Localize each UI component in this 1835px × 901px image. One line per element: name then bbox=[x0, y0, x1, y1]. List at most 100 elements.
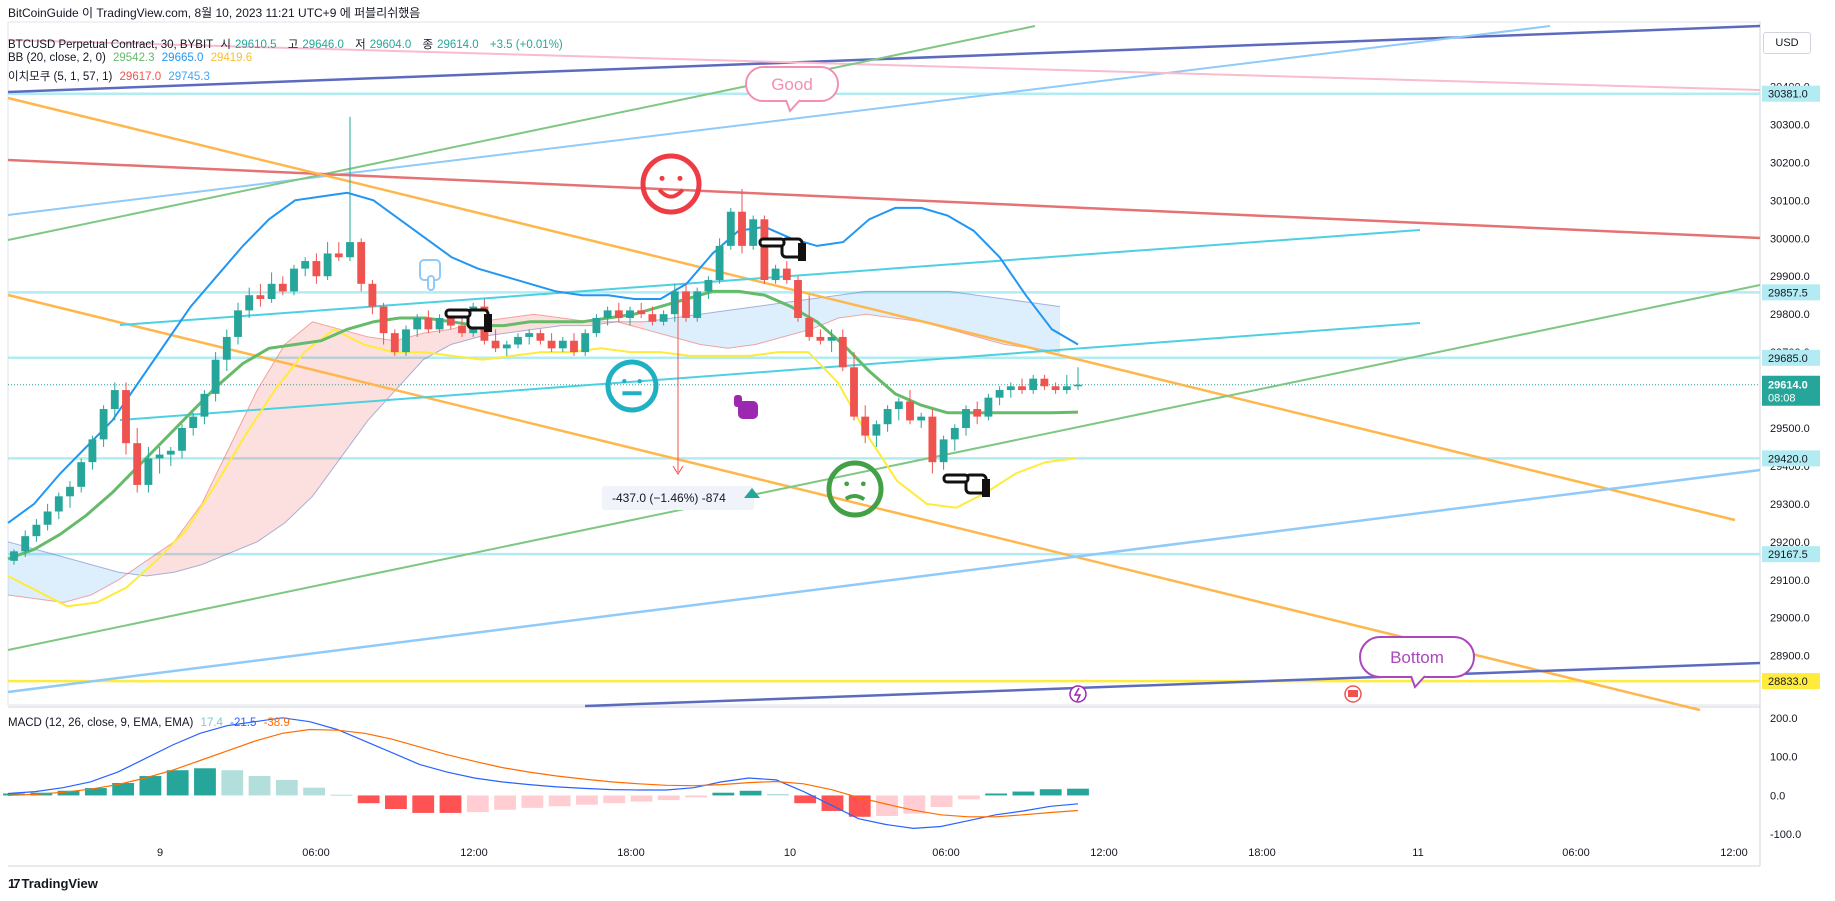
candle-body bbox=[693, 291, 702, 318]
cloud-segment bbox=[893, 291, 922, 322]
candle-body bbox=[816, 336, 825, 341]
candle-body bbox=[1040, 378, 1049, 387]
candle-body bbox=[413, 317, 422, 330]
candle-body bbox=[99, 409, 108, 440]
hand-finger bbox=[734, 395, 742, 407]
lightning-icon bbox=[1069, 685, 1087, 703]
ichimoku-lag-value: 29745.3 bbox=[168, 71, 210, 83]
bottom-bubble-label: Bottom bbox=[1390, 648, 1444, 667]
candle-body bbox=[32, 524, 41, 537]
candle-body bbox=[592, 317, 601, 334]
hand-finger bbox=[444, 308, 472, 319]
macd-histogram-bar bbox=[657, 795, 680, 801]
macd-histogram-bar bbox=[630, 795, 653, 802]
macd-histogram-bar bbox=[521, 795, 544, 808]
face-eye bbox=[860, 481, 866, 487]
face-eye bbox=[622, 379, 627, 384]
happy-face bbox=[640, 153, 702, 215]
cloud-segment bbox=[340, 329, 368, 459]
candle-body bbox=[950, 428, 959, 440]
cloud-segment bbox=[367, 336, 396, 421]
cloud-segment bbox=[229, 390, 258, 554]
macd-histogram-bar bbox=[194, 768, 216, 796]
macd-histogram-bar bbox=[876, 795, 898, 816]
macd-y-tick-label: 100.0 bbox=[1770, 752, 1798, 764]
cloud-segment bbox=[174, 503, 202, 573]
good-bubble-label: Good bbox=[771, 75, 813, 94]
bb-label: BB (20, close, 2, 0) bbox=[8, 52, 106, 64]
candle-body bbox=[626, 310, 634, 318]
face-eye bbox=[844, 481, 850, 487]
tv-logo-mark: 17 bbox=[8, 876, 21, 891]
macd-histogram-bar bbox=[603, 795, 626, 804]
trendline bbox=[7, 468, 1761, 694]
candle-body bbox=[323, 253, 332, 277]
candle-body bbox=[917, 416, 926, 421]
macd-histogram-bar bbox=[303, 787, 326, 796]
macd-histogram-bar bbox=[221, 770, 244, 796]
flag-stripes bbox=[1348, 690, 1358, 697]
macd-histogram-bar bbox=[930, 795, 953, 808]
candle-body bbox=[43, 511, 52, 525]
y-tick-label: 29800.0 bbox=[1770, 309, 1810, 321]
bb-legend[interactable]: BB (20, close, 2, 0) 29542.3 29665.0 294… bbox=[8, 52, 256, 64]
close-value: 29614.0 bbox=[437, 39, 479, 51]
macd-histogram-bar bbox=[1012, 791, 1035, 796]
symbol-legend[interactable]: BTCUSD Perpetual Contract, 30, BYBIT 시 29… bbox=[8, 36, 567, 52]
y-tick-label: 29000.0 bbox=[1770, 613, 1810, 625]
last-price-tag: 29614.0 bbox=[1768, 380, 1808, 392]
candle-body bbox=[1018, 386, 1026, 391]
ichimoku-lead-b bbox=[7, 290, 1061, 577]
currency-button[interactable]: USD bbox=[1763, 32, 1811, 54]
macd-histogram-bar bbox=[112, 783, 135, 796]
signal-line-value: -38.9 bbox=[263, 717, 290, 729]
trendlines[interactable] bbox=[7, 24, 1761, 712]
bb-upper-line bbox=[7, 191, 1079, 524]
annotations[interactable]: Good Bottom -437.0 (−1.46%) -874 bbox=[419, 66, 1475, 703]
candle-body bbox=[189, 416, 198, 429]
hand-palm bbox=[738, 401, 758, 419]
macd-legend[interactable]: MACD (12, 26, close, 9, EMA, EMA) 17.4 -… bbox=[8, 717, 294, 729]
hand-finger bbox=[942, 473, 970, 484]
macd-histogram-bar bbox=[957, 795, 980, 800]
price-axis[interactable]: 28900.029000.029100.029200.029300.029400… bbox=[1762, 44, 1820, 842]
candle-body bbox=[760, 219, 769, 281]
face-outline bbox=[605, 359, 659, 413]
purple-hand-icon bbox=[419, 259, 441, 291]
cloud-segment bbox=[949, 291, 977, 337]
candle-body bbox=[1051, 386, 1060, 391]
bb-mid-line bbox=[7, 289, 1079, 561]
macd-histogram-bar bbox=[685, 795, 707, 798]
ichimoku-legend[interactable]: 이치모쿠 (5, 1, 57, 1) 29617.0 29745.3 bbox=[8, 68, 214, 84]
trendline bbox=[7, 39, 1761, 91]
y-tick-label: 29500.0 bbox=[1770, 423, 1810, 435]
macd-histogram-bar bbox=[821, 795, 844, 811]
candle-body bbox=[682, 291, 690, 318]
candle-body bbox=[256, 295, 265, 299]
macd-histogram-bar bbox=[712, 792, 735, 796]
x-tick-label: 06:00 bbox=[302, 847, 330, 859]
macd-histogram-bar bbox=[576, 795, 598, 805]
macd-line bbox=[7, 717, 1079, 830]
cloud-segment bbox=[1032, 302, 1060, 353]
price-tag: 29857.5 bbox=[1768, 287, 1808, 299]
macd-histogram-bar bbox=[848, 795, 871, 817]
pointing-hand-icon bbox=[942, 473, 990, 497]
time-axis[interactable]: 9 06:00 12:00 18:00 10 06:00 12:00 18:00 11 06:00… bbox=[157, 847, 1748, 859]
candle-body bbox=[771, 268, 780, 281]
macd-histogram-bar bbox=[766, 793, 789, 796]
tradingview-logo[interactable]: 17 TradingView bbox=[8, 876, 98, 891]
cloud-segment bbox=[35, 549, 64, 603]
candle-body bbox=[502, 344, 511, 349]
trendline bbox=[584, 661, 1761, 708]
candle-body bbox=[670, 291, 679, 315]
y-tick-label: 30000.0 bbox=[1770, 233, 1810, 245]
hand-cuff bbox=[484, 314, 492, 332]
candle-body bbox=[88, 439, 97, 463]
pointing-hand-icon bbox=[758, 237, 806, 261]
candle-body bbox=[54, 496, 63, 512]
candle-body bbox=[726, 211, 735, 246]
candle-body bbox=[894, 401, 903, 410]
cloud-segment bbox=[284, 321, 313, 523]
